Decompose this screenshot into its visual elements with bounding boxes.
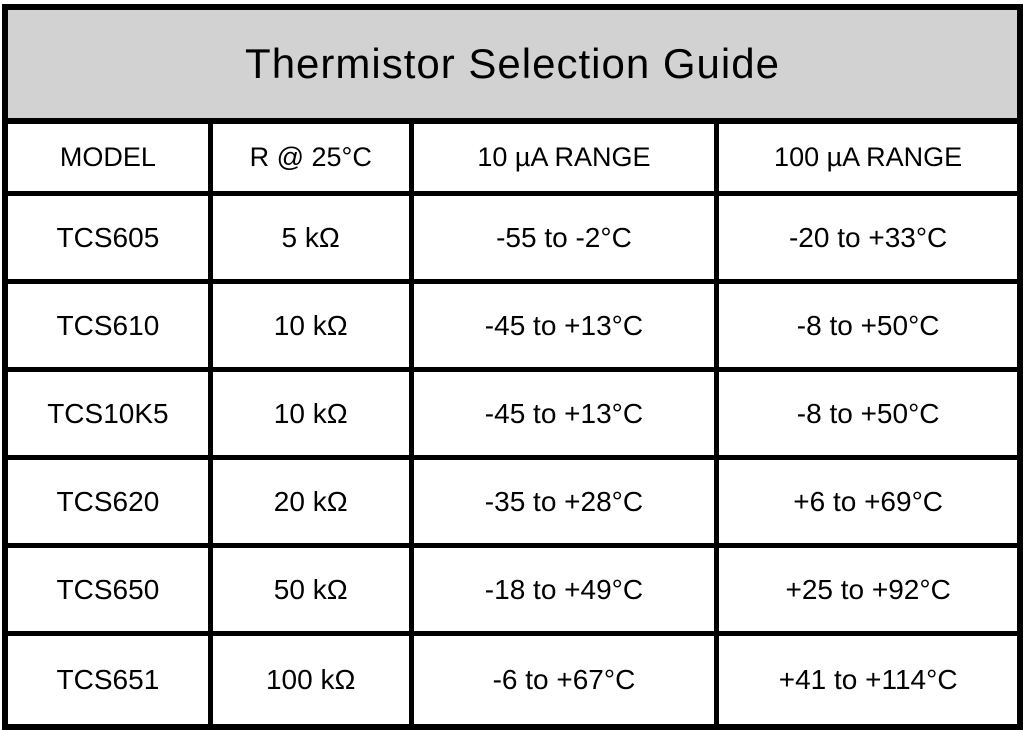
- cell-model: TCS650: [8, 548, 213, 636]
- column-header-model: MODEL: [8, 124, 213, 196]
- cell-model: TCS651: [8, 636, 213, 724]
- cell-model: TCS605: [8, 196, 213, 284]
- cell-10ua-range: -55 to -2°C: [413, 196, 720, 284]
- cell-100ua-range: +6 to +69°C: [719, 460, 1017, 548]
- table-grid: MODEL R @ 25°C 10 µA RANGE 100 µA RANGE …: [8, 124, 1017, 724]
- cell-10ua-range: -6 to +67°C: [413, 636, 720, 724]
- cell-resistance: 10 kΩ: [212, 284, 414, 372]
- column-header-resistance: R @ 25°C: [212, 124, 414, 196]
- cell-100ua-range: +41 to +114°C: [719, 636, 1017, 724]
- cell-resistance: 50 kΩ: [212, 548, 414, 636]
- cell-resistance: 5 kΩ: [212, 196, 414, 284]
- column-header-10ua-range: 10 µA RANGE: [413, 124, 720, 196]
- table-title-bar: Thermistor Selection Guide: [8, 10, 1017, 124]
- thermistor-selection-table: Thermistor Selection Guide MODEL R @ 25°…: [2, 4, 1023, 730]
- cell-model: TCS610: [8, 284, 213, 372]
- cell-10ua-range: -18 to +49°C: [413, 548, 720, 636]
- cell-100ua-range: +25 to +92°C: [719, 548, 1017, 636]
- cell-model: TCS620: [8, 460, 213, 548]
- page-title: Thermistor Selection Guide: [245, 40, 780, 87]
- cell-10ua-range: -35 to +28°C: [413, 460, 720, 548]
- cell-100ua-range: -8 to +50°C: [719, 284, 1017, 372]
- cell-resistance: 10 kΩ: [212, 372, 414, 460]
- cell-resistance: 100 kΩ: [212, 636, 414, 724]
- cell-model: TCS10K5: [8, 372, 213, 460]
- column-header-100ua-range: 100 µA RANGE: [719, 124, 1017, 196]
- cell-100ua-range: -8 to +50°C: [719, 372, 1017, 460]
- cell-10ua-range: -45 to +13°C: [413, 372, 720, 460]
- cell-resistance: 20 kΩ: [212, 460, 414, 548]
- cell-10ua-range: -45 to +13°C: [413, 284, 720, 372]
- cell-100ua-range: -20 to +33°C: [719, 196, 1017, 284]
